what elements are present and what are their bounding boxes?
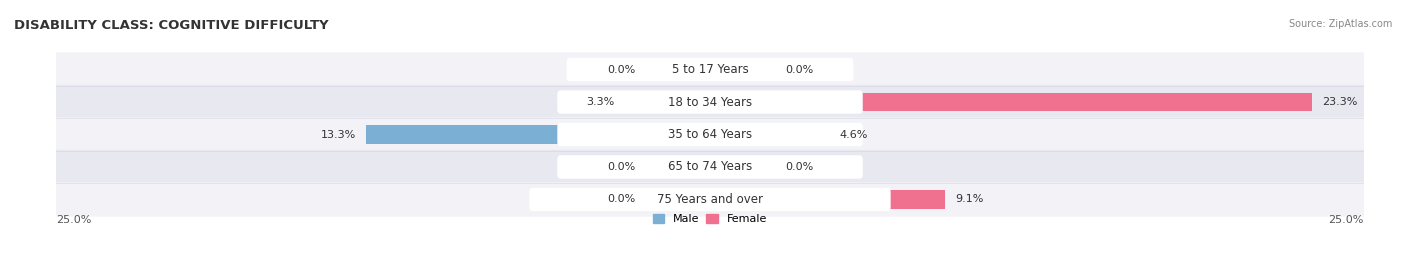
Bar — [645, 60, 710, 79]
FancyBboxPatch shape — [55, 52, 1365, 87]
Text: DISABILITY CLASS: COGNITIVE DIFFICULTY: DISABILITY CLASS: COGNITIVE DIFFICULTY — [14, 19, 329, 32]
FancyBboxPatch shape — [530, 188, 890, 211]
Text: 0.0%: 0.0% — [607, 65, 636, 75]
Text: 13.3%: 13.3% — [321, 129, 356, 140]
Text: 65 to 74 Years: 65 to 74 Years — [668, 161, 752, 174]
Bar — [367, 125, 710, 144]
Text: 0.0%: 0.0% — [785, 162, 813, 172]
Legend: Male, Female: Male, Female — [648, 210, 772, 229]
Bar — [645, 158, 710, 176]
FancyBboxPatch shape — [557, 123, 863, 146]
Text: 5 to 17 Years: 5 to 17 Years — [672, 63, 748, 76]
Bar — [710, 190, 945, 209]
Bar — [645, 190, 710, 209]
Text: 0.0%: 0.0% — [785, 65, 813, 75]
Text: 0.0%: 0.0% — [607, 162, 636, 172]
Text: 23.3%: 23.3% — [1323, 97, 1358, 107]
FancyBboxPatch shape — [55, 150, 1365, 184]
Bar — [710, 125, 830, 144]
Bar — [710, 93, 1312, 111]
Text: 25.0%: 25.0% — [1329, 215, 1364, 225]
Text: 3.3%: 3.3% — [586, 97, 614, 107]
FancyBboxPatch shape — [557, 155, 863, 179]
Bar — [624, 93, 710, 111]
Text: 25.0%: 25.0% — [56, 215, 91, 225]
Text: 35 to 64 Years: 35 to 64 Years — [668, 128, 752, 141]
FancyBboxPatch shape — [55, 117, 1365, 152]
Text: 75 Years and over: 75 Years and over — [657, 193, 763, 206]
FancyBboxPatch shape — [567, 58, 853, 81]
Text: 18 to 34 Years: 18 to 34 Years — [668, 95, 752, 108]
FancyBboxPatch shape — [557, 90, 863, 114]
FancyBboxPatch shape — [55, 182, 1365, 217]
FancyBboxPatch shape — [55, 85, 1365, 119]
Text: Source: ZipAtlas.com: Source: ZipAtlas.com — [1288, 19, 1392, 29]
Text: 0.0%: 0.0% — [607, 194, 636, 204]
Bar — [710, 60, 775, 79]
Text: 9.1%: 9.1% — [956, 194, 984, 204]
Text: 4.6%: 4.6% — [839, 129, 868, 140]
Bar — [710, 158, 775, 176]
